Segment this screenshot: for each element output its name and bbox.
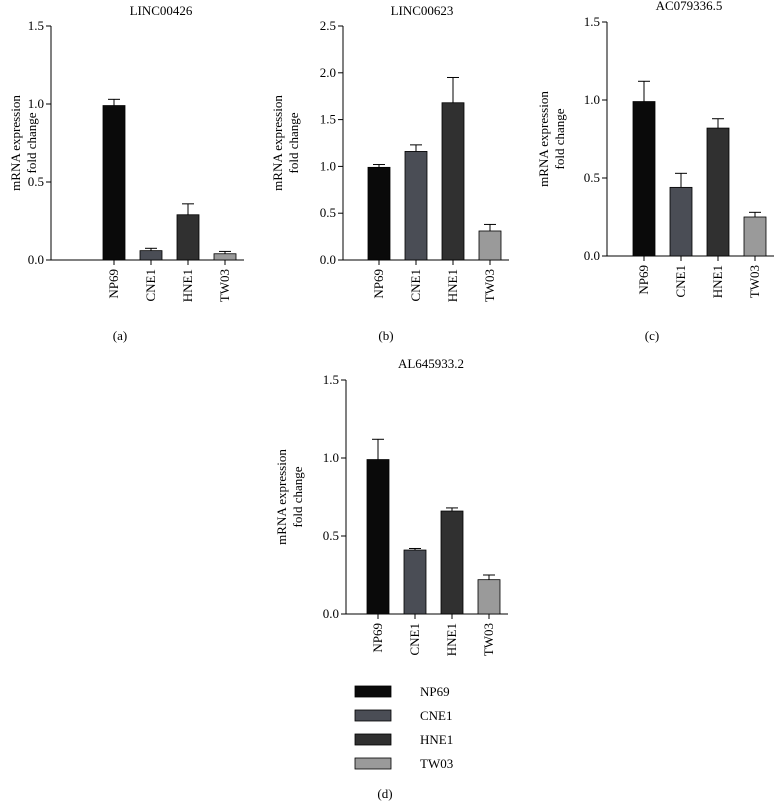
y-tick-label: 0.0 — [320, 252, 336, 267]
bar-tw03 — [478, 230, 502, 261]
y-axis-label-line-2: fold change — [552, 108, 567, 169]
chart-panel-a: LINC00426 0.0 0.5 1.0 1.5 mRNA expressionfold… — [8, 3, 244, 343]
chart-panel-c: AC079336.5 0.0 0.5 1.0 1.5 mRNA expressionfol… — [536, 0, 774, 343]
y-axis-label: mRNA expressionfold change — [270, 95, 301, 191]
y-tick-label: 1.0 — [28, 96, 44, 111]
y-tick-label: 1.0 — [320, 158, 336, 173]
bar-cne1 — [669, 186, 693, 257]
panel-label: (a) — [113, 328, 127, 343]
chart-panel-d: AL645933.2 0.0 0.5 1.0 1.5 mRNA expressionfol… — [274, 356, 508, 801]
y-axis-label: mRNA expressionfold change — [8, 95, 39, 191]
y-tick-label: 1.5 — [323, 372, 339, 387]
bar-np69 — [366, 459, 390, 615]
chart-title: AL645933.2 — [398, 356, 464, 371]
x-tick-label: TW03 — [481, 623, 496, 656]
y-tick-label: 1.5 — [320, 112, 336, 127]
panel-label: (c) — [645, 328, 659, 343]
x-tick-label: HNE1 — [445, 269, 460, 302]
legend-label-np69: NP69 — [420, 684, 450, 699]
y-tick-label: 0.5 — [584, 170, 600, 185]
y-tick-label: 0.5 — [323, 528, 339, 543]
legend-swatch-hne1 — [354, 733, 392, 746]
x-tick-label: HNE1 — [710, 265, 725, 298]
y-tick-label: 0.5 — [320, 205, 336, 220]
y-axis-label-line-2: fold change — [286, 112, 301, 173]
bar-np69 — [102, 105, 126, 261]
x-tick-label: CNE1 — [143, 269, 158, 302]
y-tick-label: 0.5 — [28, 174, 44, 189]
bar-tw03 — [477, 579, 501, 615]
x-tick-label: HNE1 — [180, 269, 195, 302]
y-tick-label: 0.0 — [323, 606, 339, 621]
y-tick-label: 1.0 — [584, 92, 600, 107]
legend: NP69 CNE1 HNE1 TW03 — [354, 684, 453, 771]
bar-np69 — [367, 166, 391, 261]
legend-label-cne1: CNE1 — [420, 708, 453, 723]
x-tick-label: NP69 — [371, 269, 386, 299]
y-tick-label: 2.0 — [320, 65, 336, 80]
y-tick-label: 0.0 — [584, 248, 600, 263]
chart-title: LINC00426 — [130, 3, 193, 18]
chart-title: AC079336.5 — [656, 0, 723, 13]
x-tick-label: TW03 — [217, 269, 232, 302]
bar-hne1 — [440, 510, 464, 615]
x-tick-label: NP69 — [370, 623, 385, 653]
y-tick-label: 1.5 — [584, 14, 600, 29]
legend-swatch-np69 — [354, 685, 392, 698]
bar-cne1 — [403, 549, 427, 615]
bar-np69 — [632, 101, 656, 257]
y-axis-label: mRNA expressionfold change — [536, 91, 567, 187]
y-axis-label-line-1: mRNA expression — [8, 95, 23, 191]
x-tick-label: HNE1 — [444, 623, 459, 656]
legend-label-tw03: TW03 — [420, 756, 453, 771]
y-axis-label: mRNA expressionfold change — [274, 449, 305, 545]
y-tick-label: 1.5 — [28, 18, 44, 33]
legend-swatch-tw03 — [354, 757, 392, 770]
y-axis-label-line-1: mRNA expression — [274, 449, 289, 545]
bar-tw03 — [213, 253, 237, 261]
x-tick-label: TW03 — [747, 265, 762, 298]
y-axis-label-line-2: fold change — [24, 112, 39, 173]
legend-label-hne1: HNE1 — [420, 732, 453, 747]
x-tick-label: NP69 — [636, 265, 651, 295]
chart-panel-b: LINC00623 0.0 0.5 1.0 1.5 2.0 2.5 mRNA expressi… — [270, 3, 509, 343]
x-tick-label: CNE1 — [407, 623, 422, 656]
y-tick-label: 0.0 — [28, 252, 44, 267]
x-tick-label: NP69 — [106, 269, 121, 299]
panel-label: (b) — [378, 328, 393, 343]
x-tick-label: CNE1 — [673, 265, 688, 298]
y-axis-label-line-1: mRNA expression — [536, 91, 551, 187]
panel-label: (d) — [377, 786, 392, 801]
bar-hne1 — [176, 214, 200, 261]
y-tick-label: 1.0 — [323, 450, 339, 465]
y-axis-label-line-1: mRNA expression — [270, 95, 285, 191]
bar-cne1 — [139, 250, 163, 261]
y-tick-label: 2.5 — [320, 18, 336, 33]
x-tick-label: TW03 — [482, 269, 497, 302]
chart-title: LINC00623 — [391, 3, 454, 18]
bar-hne1 — [706, 127, 730, 257]
bar-hne1 — [441, 102, 465, 261]
legend-swatch-cne1 — [354, 709, 392, 722]
x-tick-label: CNE1 — [408, 269, 423, 302]
y-axis-label-line-2: fold change — [290, 466, 305, 527]
bar-tw03 — [743, 216, 767, 257]
bar-cne1 — [404, 151, 428, 261]
